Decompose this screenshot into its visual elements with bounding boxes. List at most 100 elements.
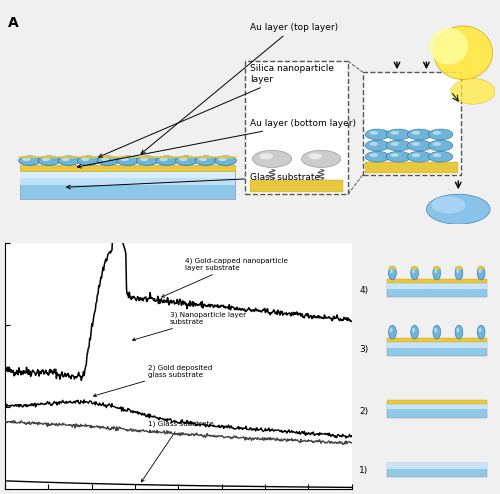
Ellipse shape bbox=[432, 197, 466, 213]
Ellipse shape bbox=[214, 156, 238, 159]
FancyBboxPatch shape bbox=[250, 180, 343, 192]
Circle shape bbox=[214, 156, 236, 165]
Circle shape bbox=[199, 158, 207, 161]
Circle shape bbox=[370, 131, 378, 135]
Circle shape bbox=[408, 129, 432, 140]
Circle shape bbox=[478, 328, 482, 332]
Ellipse shape bbox=[76, 156, 100, 159]
Circle shape bbox=[116, 156, 138, 165]
Circle shape bbox=[58, 156, 80, 165]
Circle shape bbox=[428, 140, 453, 151]
Circle shape bbox=[432, 131, 441, 135]
Circle shape bbox=[260, 153, 273, 159]
Circle shape bbox=[370, 153, 378, 157]
Ellipse shape bbox=[194, 156, 218, 159]
Circle shape bbox=[365, 140, 390, 151]
Ellipse shape bbox=[429, 28, 468, 65]
Circle shape bbox=[22, 158, 30, 161]
Circle shape bbox=[179, 158, 188, 161]
Circle shape bbox=[370, 142, 378, 146]
Circle shape bbox=[136, 156, 158, 165]
Text: 3) Nanoparticle layer
substrate: 3) Nanoparticle layer substrate bbox=[132, 312, 246, 341]
Circle shape bbox=[388, 266, 396, 280]
FancyBboxPatch shape bbox=[20, 170, 236, 199]
Circle shape bbox=[308, 153, 322, 159]
Circle shape bbox=[97, 156, 118, 165]
FancyBboxPatch shape bbox=[387, 342, 486, 356]
FancyBboxPatch shape bbox=[387, 400, 486, 404]
Text: Au layer (top layer): Au layer (top layer) bbox=[142, 23, 338, 154]
Circle shape bbox=[433, 266, 440, 280]
Circle shape bbox=[195, 156, 216, 165]
Circle shape bbox=[478, 269, 482, 273]
Circle shape bbox=[410, 266, 418, 280]
Ellipse shape bbox=[37, 156, 61, 159]
Circle shape bbox=[386, 129, 410, 140]
Ellipse shape bbox=[410, 266, 418, 270]
Circle shape bbox=[176, 156, 197, 165]
Ellipse shape bbox=[478, 266, 485, 270]
Circle shape bbox=[428, 129, 453, 140]
Text: Au layer (bottom layer): Au layer (bottom layer) bbox=[78, 119, 356, 168]
FancyBboxPatch shape bbox=[20, 165, 236, 170]
Circle shape bbox=[432, 153, 441, 157]
Circle shape bbox=[386, 151, 410, 162]
FancyBboxPatch shape bbox=[387, 342, 486, 348]
Text: 4) Gold-capped nanoparticle
layer substrate: 4) Gold-capped nanoparticle layer substr… bbox=[162, 257, 288, 297]
FancyBboxPatch shape bbox=[387, 284, 486, 289]
Circle shape bbox=[478, 266, 485, 280]
Circle shape bbox=[365, 129, 390, 140]
Circle shape bbox=[390, 269, 392, 273]
FancyBboxPatch shape bbox=[387, 338, 486, 342]
Circle shape bbox=[434, 269, 437, 273]
Circle shape bbox=[456, 328, 459, 332]
Circle shape bbox=[412, 142, 420, 146]
Circle shape bbox=[428, 151, 453, 162]
Circle shape bbox=[120, 158, 128, 161]
Circle shape bbox=[81, 158, 90, 161]
Circle shape bbox=[455, 266, 463, 280]
Circle shape bbox=[42, 158, 50, 161]
Ellipse shape bbox=[174, 156, 198, 159]
FancyBboxPatch shape bbox=[387, 463, 486, 477]
Ellipse shape bbox=[426, 194, 490, 224]
Text: 4): 4) bbox=[359, 286, 368, 295]
Ellipse shape bbox=[18, 156, 42, 159]
Circle shape bbox=[412, 153, 420, 157]
FancyBboxPatch shape bbox=[365, 162, 458, 173]
Circle shape bbox=[410, 325, 418, 339]
Ellipse shape bbox=[135, 156, 159, 159]
Circle shape bbox=[408, 151, 432, 162]
Circle shape bbox=[390, 153, 399, 157]
Circle shape bbox=[390, 131, 399, 135]
Ellipse shape bbox=[57, 156, 80, 159]
FancyBboxPatch shape bbox=[245, 61, 348, 194]
Text: 2): 2) bbox=[359, 407, 368, 416]
Ellipse shape bbox=[433, 266, 440, 270]
Circle shape bbox=[390, 142, 399, 146]
Text: 3): 3) bbox=[359, 345, 368, 354]
Text: A: A bbox=[8, 16, 18, 30]
FancyBboxPatch shape bbox=[387, 279, 486, 284]
Circle shape bbox=[456, 269, 459, 273]
Circle shape bbox=[302, 150, 341, 167]
Circle shape bbox=[62, 158, 70, 161]
Circle shape bbox=[478, 325, 485, 339]
Circle shape bbox=[388, 325, 396, 339]
Circle shape bbox=[412, 269, 415, 273]
Circle shape bbox=[434, 328, 437, 332]
Circle shape bbox=[38, 156, 60, 165]
Circle shape bbox=[433, 325, 440, 339]
Circle shape bbox=[160, 158, 168, 161]
Text: 2) Gold deposited
glass substrate: 2) Gold deposited glass substrate bbox=[94, 364, 212, 397]
Ellipse shape bbox=[388, 266, 396, 270]
Circle shape bbox=[218, 158, 226, 161]
Ellipse shape bbox=[451, 79, 495, 104]
Circle shape bbox=[252, 150, 292, 167]
Text: 1) Glass substrate: 1) Glass substrate bbox=[142, 420, 214, 482]
Circle shape bbox=[408, 140, 432, 151]
Text: Silica nanoparticle
layer: Silica nanoparticle layer bbox=[98, 65, 334, 157]
Circle shape bbox=[18, 156, 40, 165]
Circle shape bbox=[412, 131, 420, 135]
Text: 1): 1) bbox=[359, 466, 368, 475]
